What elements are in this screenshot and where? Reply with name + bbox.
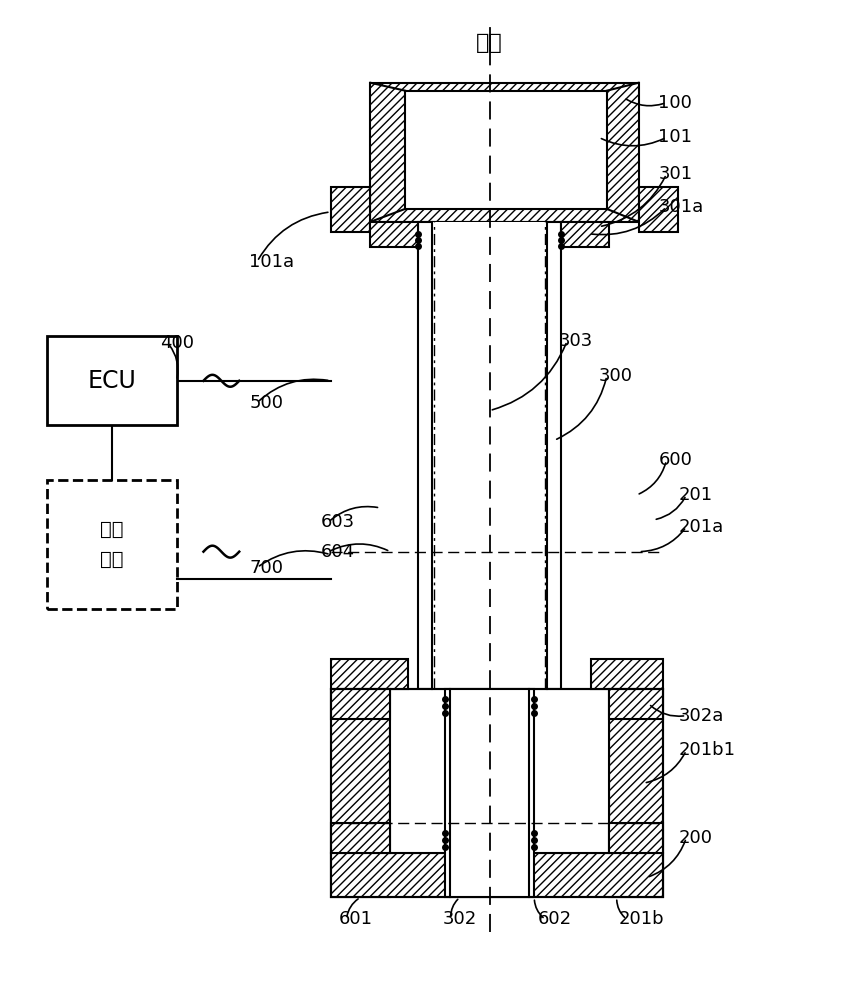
Text: 601: 601 (338, 910, 372, 928)
Bar (449, 689, 529, 897)
Bar (331, 689, 389, 719)
Text: 303: 303 (558, 332, 593, 350)
Text: 400: 400 (159, 334, 193, 352)
Text: 603: 603 (320, 513, 354, 531)
Bar (331, 187, 370, 232)
Bar (48, 336, 176, 425)
Text: 设备: 设备 (101, 550, 124, 569)
Bar (638, 187, 677, 232)
Bar (608, 823, 663, 853)
Bar (331, 659, 407, 689)
Bar (389, 689, 608, 853)
Bar (431, 222, 547, 689)
Bar (331, 689, 663, 897)
Text: 600: 600 (658, 451, 692, 469)
Bar (370, 83, 638, 222)
Bar (331, 853, 663, 897)
Text: 200: 200 (677, 829, 711, 847)
Text: 共轴: 共轴 (475, 33, 503, 53)
Bar (561, 222, 608, 247)
Text: 201a: 201a (677, 518, 722, 536)
Bar (48, 480, 176, 609)
Bar (608, 689, 663, 719)
Text: 302a: 302a (677, 707, 722, 725)
Text: 101: 101 (658, 128, 692, 146)
Bar (590, 659, 663, 689)
Text: 301: 301 (658, 165, 692, 183)
Bar (417, 222, 561, 689)
Bar (331, 823, 389, 853)
Bar (405, 91, 606, 209)
Bar (370, 222, 417, 247)
Text: 201b1: 201b1 (677, 741, 734, 759)
Text: 602: 602 (537, 910, 571, 928)
Text: 101a: 101a (249, 253, 294, 271)
Bar (331, 689, 389, 897)
Text: 604: 604 (320, 543, 354, 561)
Bar (445, 689, 533, 897)
Text: 100: 100 (658, 94, 692, 112)
Text: 201b: 201b (618, 910, 664, 928)
Text: 201: 201 (677, 486, 711, 504)
Text: 500: 500 (249, 394, 283, 412)
Text: 301a: 301a (658, 198, 703, 216)
Bar (608, 689, 663, 897)
Text: 302: 302 (442, 910, 476, 928)
Text: ECU: ECU (88, 369, 136, 393)
Text: 液压: 液压 (101, 520, 124, 539)
Text: 700: 700 (249, 559, 283, 577)
Text: 300: 300 (598, 367, 632, 385)
